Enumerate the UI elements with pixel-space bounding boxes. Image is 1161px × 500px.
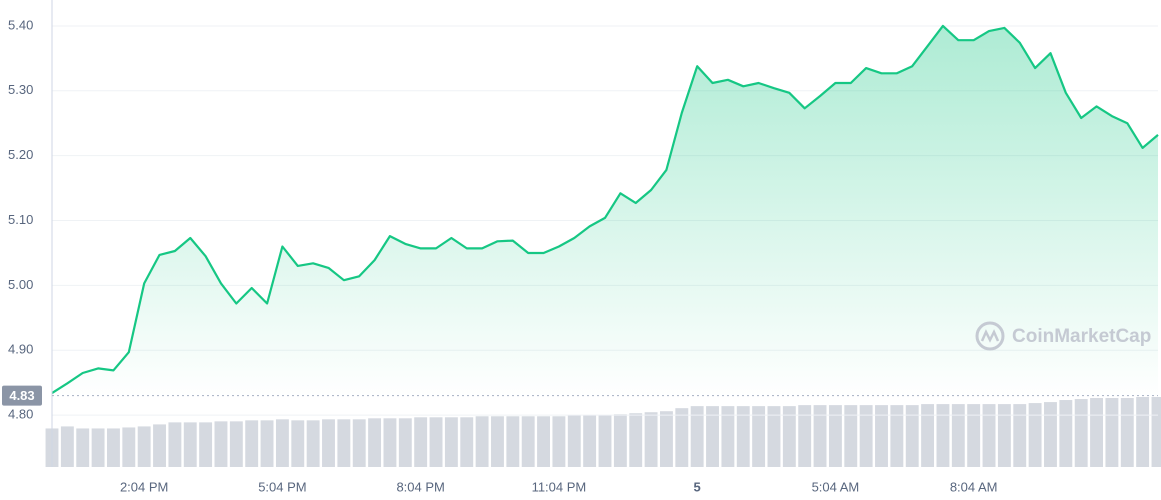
volume-bar xyxy=(967,404,981,467)
volume-bar xyxy=(322,419,335,467)
volume-bar xyxy=(275,419,289,467)
volume-bar xyxy=(214,421,228,467)
volume-bar xyxy=(137,426,151,467)
volume-bar xyxy=(921,404,935,467)
volume-bar xyxy=(521,416,535,467)
volume-bar xyxy=(352,419,366,467)
volume-bar xyxy=(76,428,90,467)
volume-bar xyxy=(951,404,965,467)
volume-layer xyxy=(45,397,1161,467)
x-tick-label: 5:04 PM xyxy=(258,479,306,494)
volume-bar xyxy=(245,420,259,467)
volume-bar xyxy=(905,405,919,467)
volume-bar xyxy=(675,408,689,467)
volume-bar xyxy=(337,419,351,467)
x-tick-label: 8:04 PM xyxy=(396,479,444,494)
volume-bar xyxy=(122,427,136,467)
volume-bar xyxy=(767,406,781,467)
y-tick-label: 5.10 xyxy=(8,212,33,227)
volume-bar xyxy=(1136,397,1150,467)
y-tick-label: 5.30 xyxy=(8,82,33,97)
y-tick-label: 5.40 xyxy=(8,17,33,32)
volume-bar xyxy=(583,415,597,467)
volume-bar xyxy=(706,406,719,467)
volume-bar xyxy=(398,418,412,467)
volume-bar xyxy=(721,406,735,467)
volume-bar xyxy=(183,422,197,467)
volume-bar xyxy=(629,413,643,467)
volume-bar xyxy=(506,416,520,467)
price-area xyxy=(52,25,1158,398)
reference-label: 4.83 xyxy=(9,388,34,403)
price-layer xyxy=(51,24,1159,398)
volume-bar xyxy=(491,416,504,467)
volume-bar xyxy=(1074,399,1088,467)
watermark-logo xyxy=(975,321,1005,351)
y-tick-label: 4.90 xyxy=(8,342,33,357)
volume-bar xyxy=(368,418,382,467)
volume-bar xyxy=(60,426,74,467)
x-tick-label: 5:04 AM xyxy=(812,479,860,494)
y-tick-label: 5.00 xyxy=(8,277,33,292)
volume-bar xyxy=(1090,398,1104,467)
volume-bar xyxy=(1044,402,1057,467)
volume-bar xyxy=(982,404,996,467)
y-tick-label: 5.20 xyxy=(8,147,33,162)
volume-bar xyxy=(567,415,581,467)
volume-bar xyxy=(229,421,243,467)
volume-bar xyxy=(460,417,474,467)
volume-bar xyxy=(153,424,166,467)
volume-bar xyxy=(537,416,551,467)
volume-bar xyxy=(798,405,812,467)
volume-bar xyxy=(552,416,566,467)
volume-bar xyxy=(875,405,888,467)
volume-bar xyxy=(383,418,397,467)
reference-tag xyxy=(2,385,42,406)
volume-bar xyxy=(260,420,274,467)
volume-bar xyxy=(997,404,1011,467)
volume-bar xyxy=(844,405,858,467)
volume-bar xyxy=(1120,398,1134,467)
volume-bar xyxy=(106,428,120,467)
x-tick-label: 8:04 AM xyxy=(950,479,998,494)
x-tick-label: 11:04 PM xyxy=(532,479,587,494)
volume-bar xyxy=(828,405,842,467)
volume-bar xyxy=(429,417,443,467)
price-line xyxy=(51,24,1159,395)
volume-bar xyxy=(414,417,428,467)
volume-bar xyxy=(1151,397,1161,467)
volume-bar xyxy=(444,417,458,467)
volume-bar xyxy=(598,415,612,467)
volume-bar xyxy=(644,412,658,467)
volume-bar xyxy=(1028,403,1042,467)
volume-bar xyxy=(168,422,182,467)
volume-bar xyxy=(613,414,627,467)
x-tick-label: 2:04 PM xyxy=(120,479,168,494)
volume-bar xyxy=(752,406,766,467)
volume-bar xyxy=(736,406,750,467)
volume-bar xyxy=(291,420,305,467)
volume-bar xyxy=(859,405,873,467)
volume-bar xyxy=(306,420,320,467)
volume-bar xyxy=(1059,400,1073,467)
watermark: CoinMarketCap xyxy=(1012,326,1151,347)
volume-bar xyxy=(813,405,827,467)
volume-bar xyxy=(782,406,796,467)
x-tick-label: 5 xyxy=(694,479,701,494)
volume-bar xyxy=(936,404,950,467)
volume-bar xyxy=(890,405,904,467)
volume-bar xyxy=(475,416,489,467)
volume-bar xyxy=(199,422,213,467)
volume-bar xyxy=(659,411,673,467)
volume-bar xyxy=(1105,398,1119,467)
y-tick-label: 4.80 xyxy=(8,407,33,422)
volume-bar xyxy=(91,428,105,467)
volume-bar xyxy=(1013,404,1027,467)
volume-bar xyxy=(690,406,704,467)
